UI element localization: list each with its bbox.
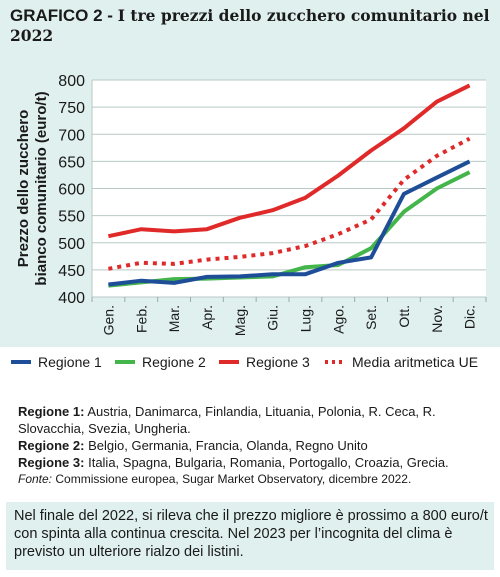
legend-swatch-regione-3 bbox=[219, 360, 239, 364]
note-regione-3-countries: Italia, Spagna, Bulgaria, Romania, Porto… bbox=[88, 455, 449, 470]
series-line-regione-3 bbox=[107, 83, 471, 239]
y-axis-ticks: 400 450 500 550 600 650 700 750 800 bbox=[58, 73, 85, 307]
y-tick-label-700: 700 bbox=[58, 127, 85, 144]
legend-item-regione-3: Regione 3 bbox=[218, 350, 310, 374]
note-regione-1-countries: Austria, Danimarca, Finlandia, Lituania,… bbox=[18, 404, 436, 436]
legend-label-regione-1: Regione 1 bbox=[38, 354, 102, 370]
legend-swatch-regione-1 bbox=[11, 360, 31, 364]
chart-title: GRAFICO 2 - I tre prezzi dello zucchero … bbox=[10, 6, 490, 46]
x-tick-label-1: Feb. bbox=[133, 305, 149, 333]
chart-title-text: I tre prezzi dello zucchero comunitario … bbox=[10, 6, 490, 45]
y-tick-label-550: 550 bbox=[58, 209, 85, 226]
chart-header: GRAFICO 2 - I tre prezzi dello zucchero … bbox=[0, 0, 500, 52]
note-regione-2-countries: Belgio, Germania, Francia, Olanda, Regno… bbox=[88, 438, 368, 453]
legend-label-regione-2: Regione 2 bbox=[142, 354, 206, 370]
legend-swatch-media-ue bbox=[325, 360, 345, 364]
note-regione-3-name: Regione 3: bbox=[18, 455, 85, 470]
y-axis-label-line-2: bianco comunitario (euro/t) bbox=[33, 91, 50, 285]
x-tick-label-5: Giu. bbox=[265, 305, 281, 331]
line-chart: 400 450 500 550 600 650 700 750 800 Gen. Feb. Mar.… bbox=[0, 52, 500, 347]
y-tick-label-800: 800 bbox=[58, 73, 85, 90]
x-tick-label-4: Mag. bbox=[232, 305, 248, 336]
x-tick-label-11: Dic. bbox=[462, 305, 478, 329]
chart-legend: Regione 1 Regione 2 Regione 3 Media arit… bbox=[10, 350, 500, 374]
x-tick-label-2: Mar. bbox=[166, 305, 182, 332]
source-label: Fonte: bbox=[18, 472, 53, 486]
series-line-regione-1 bbox=[108, 159, 471, 287]
y-tick-label-450: 450 bbox=[58, 263, 85, 280]
x-tick-label-6: Lug. bbox=[297, 305, 313, 332]
x-tick-label-3: Apr. bbox=[199, 305, 215, 330]
y-tick-label-650: 650 bbox=[58, 154, 85, 171]
data-series bbox=[107, 83, 471, 288]
series-line-media-aritmetica-ue bbox=[108, 136, 471, 271]
source-note: Fonte: Commissione europea, Sugar Market… bbox=[18, 471, 488, 488]
y-tick-label-500: 500 bbox=[58, 236, 85, 253]
note-regione-3: Regione 3: Italia, Spagna, Bulgaria, Rom… bbox=[18, 454, 488, 471]
series-line-regione-2 bbox=[108, 170, 471, 288]
footer-text: Nel finale del 2022, si rileva che il pr… bbox=[14, 508, 488, 560]
legend-item-media-ue: Media aritmetica UE bbox=[324, 350, 478, 374]
legend-item-regione-1: Regione 1 bbox=[10, 350, 102, 374]
x-tick-label-8: Set. bbox=[363, 305, 379, 330]
legend-label-media-ue: Media aritmetica UE bbox=[352, 354, 479, 370]
x-axis-ticks: Gen. Feb. Mar. Apr. Mag. Giu. Lug. Ago. Set. Ott.… bbox=[100, 305, 477, 336]
x-tick-label-7: Ago. bbox=[330, 305, 346, 334]
region-notes: Regione 1: Austria, Danimarca, Finlandia… bbox=[18, 403, 488, 488]
y-tick-label-600: 600 bbox=[58, 182, 85, 199]
note-regione-1-name: Regione 1: bbox=[18, 404, 85, 419]
note-regione-2-name: Regione 2: bbox=[18, 438, 85, 453]
legend-swatch-regione-2 bbox=[115, 360, 135, 364]
footer-box: Nel finale del 2022, si rileva che il pr… bbox=[6, 502, 494, 570]
x-tick-label-9: Ott. bbox=[396, 305, 412, 328]
legend-label-regione-3: Regione 3 bbox=[246, 354, 310, 370]
gridlines bbox=[91, 79, 487, 302]
chart-number: GRAFICO 2 - bbox=[10, 6, 113, 25]
legend-item-regione-2: Regione 2 bbox=[114, 350, 206, 374]
note-regione-1: Regione 1: Austria, Danimarca, Finlandia… bbox=[18, 403, 488, 437]
y-tick-label-400: 400 bbox=[58, 290, 85, 307]
y-axis-label-line-1: Prezzo dello zucchero bbox=[15, 110, 32, 268]
x-tick-label-0: Gen. bbox=[100, 305, 116, 335]
y-tick-label-750: 750 bbox=[58, 100, 85, 117]
note-regione-2: Regione 2: Belgio, Germania, Francia, Ol… bbox=[18, 437, 488, 454]
x-tick-label-10: Nov. bbox=[429, 305, 445, 333]
source-text: Commissione europea, Sugar Market Observ… bbox=[55, 472, 412, 486]
